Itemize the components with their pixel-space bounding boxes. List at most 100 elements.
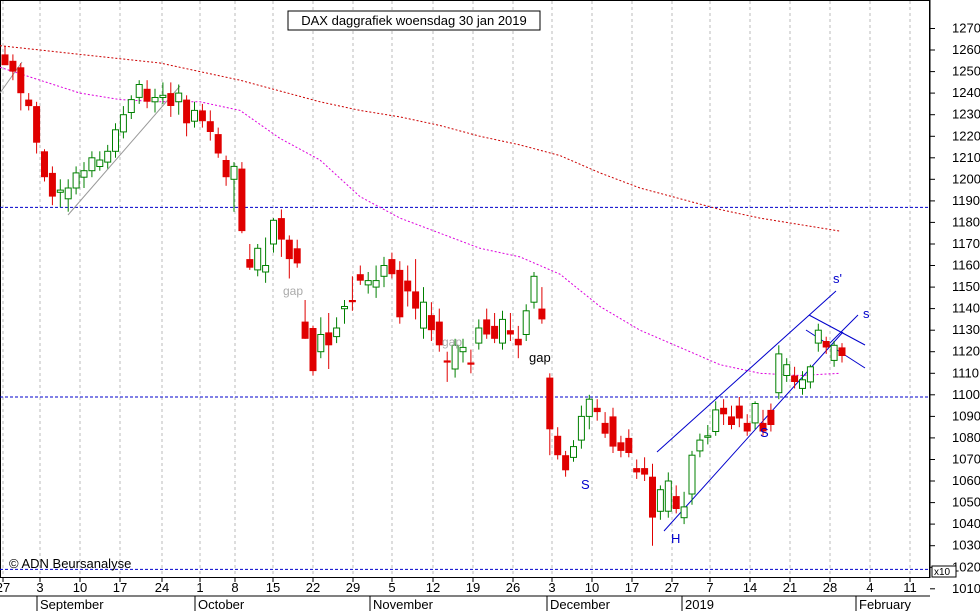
candle-body xyxy=(270,219,277,245)
candle-body xyxy=(633,468,641,473)
scale-note-text: x10 xyxy=(934,567,951,578)
candle xyxy=(404,265,412,307)
date-tick-label: 10 xyxy=(585,580,599,595)
candle xyxy=(348,276,356,311)
flag-break-line xyxy=(829,314,859,344)
gap-label-november: gap xyxy=(442,335,462,349)
early-trend-line xyxy=(0,61,23,94)
candle xyxy=(443,351,451,382)
candle xyxy=(522,304,530,341)
candle xyxy=(112,123,119,158)
price-tick-label: 1110 xyxy=(952,365,979,380)
candle xyxy=(72,166,80,195)
date-tick-label: 4 xyxy=(866,580,873,595)
candle xyxy=(183,95,191,137)
candle-body xyxy=(301,321,309,339)
price-tick-label: 1040 xyxy=(952,516,980,531)
candle-body xyxy=(167,93,175,106)
candle-body xyxy=(427,315,435,331)
candle xyxy=(341,300,348,324)
candle-body xyxy=(246,259,254,268)
price-tick-label: 1170 xyxy=(952,236,980,251)
candle xyxy=(427,302,435,341)
price-tick-label: 1070 xyxy=(952,452,980,467)
copyright-label: © ADN Beursanalyse xyxy=(9,556,131,571)
candle-body xyxy=(404,280,412,292)
chart-title-box: DAX daggrafiek woensdag 30 jan 2019 xyxy=(287,10,541,31)
price-tick-label: 1270 xyxy=(952,21,980,36)
date-tick-label: 22 xyxy=(306,580,320,595)
candle xyxy=(562,450,570,477)
candle-body xyxy=(570,446,577,458)
candlesticks xyxy=(1,45,846,546)
gap-label-december: gap xyxy=(529,350,551,365)
month-label: November xyxy=(373,597,434,611)
candle xyxy=(293,239,301,268)
candle-body xyxy=(238,168,246,232)
candle-body xyxy=(680,506,688,519)
candle-body xyxy=(775,353,783,394)
date-tick-label: 12 xyxy=(426,580,440,595)
candle-body xyxy=(499,318,506,344)
candle xyxy=(467,349,475,374)
candle-body xyxy=(435,321,443,346)
candle xyxy=(119,106,127,139)
date-tick-label: 26 xyxy=(506,580,520,595)
candle xyxy=(633,459,641,479)
candle xyxy=(483,308,491,339)
date-tick-label: 3 xyxy=(548,580,555,595)
candle xyxy=(783,358,791,382)
candle-body xyxy=(88,157,96,172)
price-tick-label: 1220 xyxy=(952,128,980,143)
candle xyxy=(491,313,499,344)
candle-body xyxy=(459,346,467,353)
date-axis: 27 3 10 17 24 1 8 15 22 29 5 12 19 26 3 10 17 27 7 14 21 28 4 1… xyxy=(0,578,930,611)
price-tick-label: 1250 xyxy=(952,64,980,79)
candle xyxy=(688,450,696,505)
september-trend-line xyxy=(67,85,181,216)
candle xyxy=(538,287,546,324)
candle-body xyxy=(191,109,198,122)
date-tick-label: 27 xyxy=(0,580,10,595)
candle xyxy=(609,407,617,453)
date-tick-label: 14 xyxy=(743,580,757,595)
candle-body xyxy=(522,310,530,335)
price-tick-label: 1060 xyxy=(952,473,980,488)
candle-body xyxy=(577,415,585,441)
candle xyxy=(459,338,467,363)
candle-body xyxy=(443,360,451,363)
candle xyxy=(175,84,183,115)
candle xyxy=(1,45,9,66)
scale-note: x10 xyxy=(931,565,957,578)
candle-body xyxy=(104,150,112,163)
candle-body xyxy=(806,366,814,383)
chart-title: DAX daggrafiek woensdag 30 jan 2019 xyxy=(301,13,527,28)
price-tick-label: 1090 xyxy=(952,408,980,423)
candle-body xyxy=(554,435,562,456)
candle xyxy=(554,427,562,460)
candle xyxy=(601,412,609,438)
candle-body xyxy=(791,375,799,382)
candle xyxy=(625,429,633,458)
candle-body xyxy=(333,327,341,338)
candle-body xyxy=(372,280,380,288)
date-tick-label: 28 xyxy=(823,580,837,595)
candle-body xyxy=(388,259,396,275)
candle xyxy=(9,54,17,81)
candle-body xyxy=(688,454,696,495)
candle-body xyxy=(143,88,151,102)
candle-body xyxy=(649,476,656,518)
scale-note-box xyxy=(931,565,957,578)
candle xyxy=(799,371,806,395)
candle-body xyxy=(222,160,230,178)
price-tick-label: 1240 xyxy=(952,85,980,100)
candle xyxy=(41,149,48,182)
candle-body xyxy=(396,269,404,318)
candle-body xyxy=(56,189,64,193)
candle-body xyxy=(364,280,372,286)
candle-body xyxy=(562,455,570,471)
candle xyxy=(751,401,759,430)
candle xyxy=(246,244,254,270)
candle-body xyxy=(17,67,25,94)
candle-body xyxy=(380,265,388,277)
